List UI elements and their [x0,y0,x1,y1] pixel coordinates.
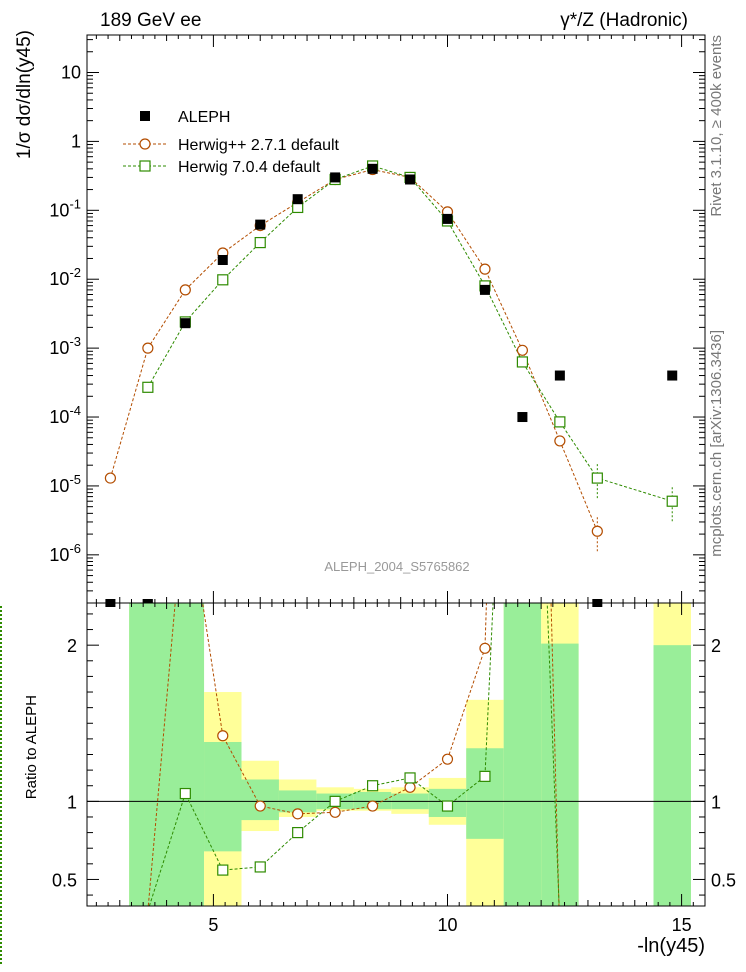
band-inner [129,603,205,906]
legend-marker-herwig7 [139,160,151,172]
ratio-point-herwigpp [479,642,491,654]
ratio-y-tick-label-right: 1 [711,792,721,812]
main-line-herwig7 [147,165,673,502]
legend-label: Herwig 7.0.4 default [178,159,321,176]
point-aleph [405,174,416,185]
main-line-herwigpp [109,169,598,532]
ratio-point-herwig7 [404,772,416,784]
ratio-point-herwigpp [217,730,229,742]
ratio-point-herwig7 [292,826,304,839]
band-inner [653,645,691,906]
point-herwigpp [142,342,154,354]
ratio-point-herwig7 [254,861,266,873]
main-ylabel: 1/σ dσ/dln(y45) [14,30,35,159]
point-herwig7 [254,236,266,249]
band-inner [503,603,542,906]
ratio-point-herwig7 [366,780,379,792]
rivet-label: Rivet 3.1.10, ≥ 400k events [708,35,725,217]
xlabel: -ln(y45) [637,935,705,957]
point-aleph [442,213,453,224]
point-herwig7 [554,416,566,428]
point-aleph [180,318,191,329]
ratio-point-herwig7 [329,795,341,807]
point-herwigpp [591,525,603,537]
ratio-plot: 5 10 15 0.5 0.5 1 1 2 2 [52,602,736,935]
point-aleph [479,284,490,295]
band-inner [241,779,279,821]
point-herwigpp [479,263,491,275]
point-herwig7 [142,381,154,393]
point-aleph [367,163,378,174]
x-tick-label: 5 [208,915,218,935]
legend-label: ALEPH [178,109,230,126]
y-tick-label: 10-6 [49,541,81,565]
point-aleph [517,412,528,423]
y-tick-label: 10-5 [49,472,81,496]
y-tick-label: 10-4 [49,403,81,427]
point-herwigpp [104,472,117,484]
main-y-axis: 10-6 10-5 10-4 10-3 10-2 10-1 1 10 [49,39,705,604]
point-herwigpp [516,344,529,356]
band-inner [204,742,242,852]
ratio-y-tick-label-right: 0.5 [711,870,736,890]
ratio-point-herwigpp [292,808,304,820]
ratio-point-herwig7 [479,770,491,782]
y-tick-label: 10-2 [49,265,81,289]
ratio-series [147,603,560,906]
point-aleph [330,172,341,183]
y-tick-label: 10-3 [49,334,81,358]
point-herwigpp [179,284,191,296]
legend-marker-herwigpp [139,138,151,150]
point-herwig7 [516,356,529,368]
ratio-y-tick-label-right: 2 [711,636,721,656]
legend-label: Herwig++ 2.7.1 default [178,137,340,154]
legend-marker-aleph [140,111,150,121]
x-tick-label: 15 [672,915,692,935]
header-left: 189 GeV ee [100,10,201,31]
ratio-ylabel: Ratio to ALEPH [23,695,40,799]
point-aleph [667,370,678,381]
ratio-point-herwigpp [254,800,266,812]
point-aleph [554,370,565,381]
ratio-point-herwigpp [329,806,341,818]
ratio-point-herwig7 [441,800,454,812]
header-right: γ*/Z (Hadronic) [560,10,688,31]
point-aleph [292,194,303,205]
y-tick-label: 10 [61,62,81,82]
ratio-point-herwig7 [217,864,229,876]
ratio-point-herwigpp [441,753,454,765]
y-tick-label: 10-1 [49,196,81,220]
band-inner [466,748,504,839]
ratio-y-tick-label: 2 [67,636,77,656]
point-herwigpp [554,435,566,447]
point-herwig7 [217,274,229,286]
point-aleph [217,255,228,266]
mcplots-label: mcplots.cern.ch [arXiv:1306.3436] [708,330,725,557]
ratio-point-herwig7 [179,787,191,800]
legend: ALEPH Herwig++ 2.7.1 default Herwig 7.0.4 … [123,109,340,176]
band-inner [541,643,579,906]
ratio-bands [129,603,691,906]
ratio-point-herwigpp [366,800,379,812]
main-series [104,160,678,554]
point-aleph [255,219,266,230]
point-herwig7 [591,472,603,484]
y-tick-label: 1 [71,131,81,151]
ratio-y-tick-label: 0.5 [52,870,77,890]
x-tick-label: 10 [437,915,457,935]
analysis-id: ALEPH_2004_S5765862 [324,559,469,574]
ratio-y-tick-label: 1 [67,792,77,812]
ratio-point-herwigpp [404,781,416,793]
point-herwig7 [666,495,678,507]
